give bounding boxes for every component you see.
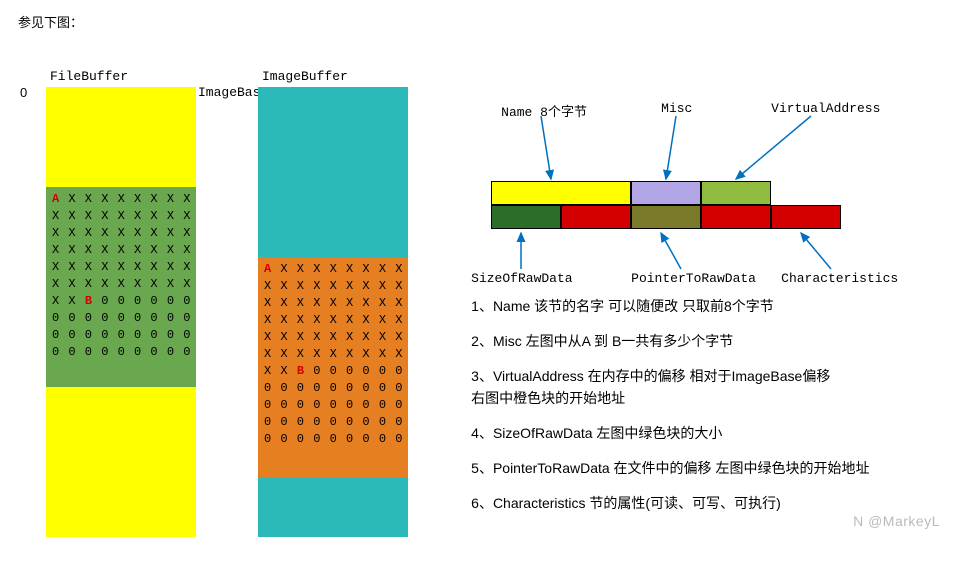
explanation-list: 1、Name 该节的名字 可以随便改 只取前8个字节 2、Misc 左图中从A … <box>471 291 944 519</box>
label-misc: Misc <box>661 101 692 116</box>
label-sizeofrawdata: SizeOfRawData <box>471 271 572 286</box>
struct-row-1 <box>491 181 841 205</box>
label-name: Name 8个字节 <box>501 101 587 120</box>
struct-cell <box>631 205 701 229</box>
struct-cell <box>491 181 631 205</box>
struct-table <box>491 181 841 229</box>
struct-cell <box>561 205 631 229</box>
imagebuffer-label: ImageBuffer <box>262 69 348 84</box>
struct-cell <box>701 205 771 229</box>
label-virtualaddress: VirtualAddress <box>771 101 880 116</box>
explain-line-5: 5、PointerToRawData 在文件中的偏移 左图中绿色块的开始地址 <box>471 453 944 484</box>
explain-line-4: 4、SizeOfRawData 左图中绿色块的大小 <box>471 418 944 449</box>
label-characteristics: Characteristics <box>781 271 898 286</box>
file-column: A X X X X X X X X X X X X X X X X X X X … <box>46 87 196 537</box>
struct-cell <box>491 205 561 229</box>
image-block: A X X X X X X X X X X X X X X X X X X X … <box>258 257 408 477</box>
explain-line-1: 1、Name 该节的名字 可以随便改 只取前8个字节 <box>471 291 944 322</box>
label-pointertorawdata: PointerToRawData <box>631 271 756 286</box>
image-column: A X X X X X X X X X X X X X X X X X X X … <box>258 87 408 537</box>
struct-cell <box>631 181 701 205</box>
filebuffer-label: FileBuffer <box>50 69 128 84</box>
explain-line-2: 2、Misc 左图中从A 到 B一共有多少个字节 <box>471 326 944 357</box>
file-block: A X X X X X X X X X X X X X X X X X X X … <box>46 187 196 387</box>
struct-cell <box>771 205 841 229</box>
left-diagram: FileBuffer ImageBuffer 0 ImageBase A X X… <box>18 41 471 523</box>
watermark: N @MarkeyL <box>853 513 940 529</box>
zero-label: 0 <box>20 85 27 100</box>
page-title: 参见下图： <box>18 12 944 31</box>
arrows-svg <box>471 41 951 301</box>
struct-row-2 <box>491 205 841 229</box>
right-diagram: Name 8个字节 Misc VirtualAddress SizeOfRawD… <box>471 41 944 523</box>
struct-cell <box>701 181 771 205</box>
